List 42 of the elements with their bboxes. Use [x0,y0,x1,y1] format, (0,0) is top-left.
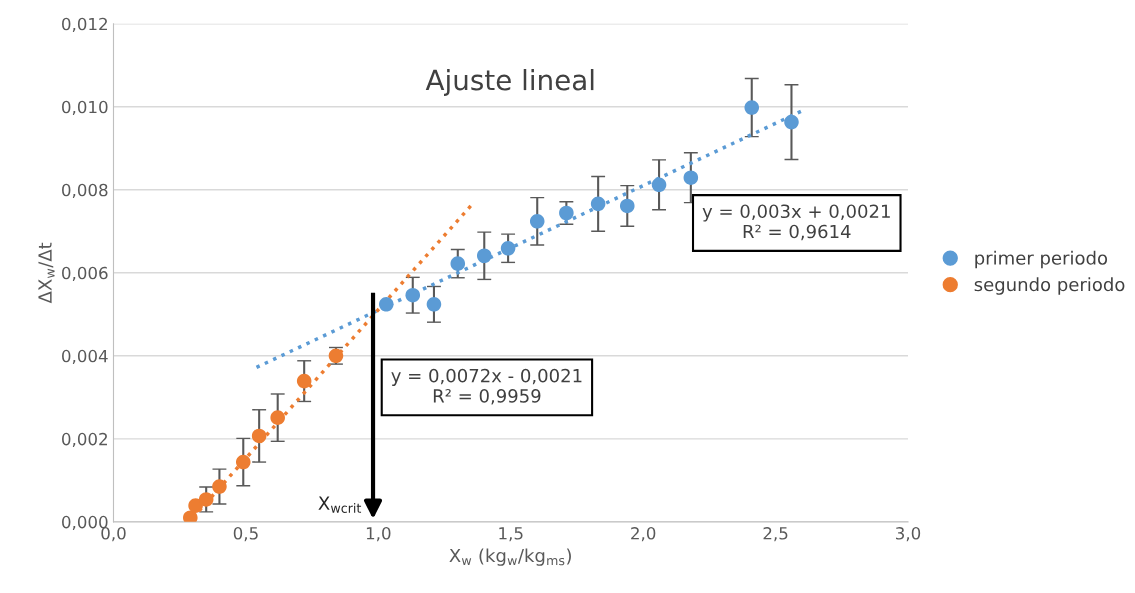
annotation: y = 0,0072x - 0,0021 R² = 0,9959 [391,368,582,405]
point [590,196,606,212]
x-axis-title: X$_{w}$ (kg$_{w}$/kg$_{ms}$) [449,548,571,566]
ref-line-label: X$_{wcrit}$ [318,496,362,513]
legend-label: segundo periodo [974,277,1125,295]
point [235,454,251,470]
x-tick-label: 1,5 [499,527,523,542]
point [212,479,227,494]
legend-label: primer periodo [975,250,1108,269]
point [405,287,421,303]
y-tick-label: 0,002 [62,432,107,448]
text: Ajuste lineal [425,69,594,96]
x-tick-label: 3,0 [896,527,921,542]
point [529,214,545,229]
point [426,297,442,312]
x-tick-label: 2,0 [631,527,656,542]
point [450,256,466,271]
point [651,177,667,193]
x-tick-label: 1,0 [366,527,391,542]
point [683,170,699,186]
y-tick-label: 0,008 [62,183,108,199]
point [476,248,492,264]
point [251,428,267,444]
point [198,492,214,507]
point [378,297,394,312]
point [296,373,312,389]
point [784,114,799,130]
point [619,198,635,214]
x-tick-label: 2,5 [763,527,788,542]
y-axis-title: ΔX$_{w}$/Δt [38,242,55,304]
y-tick-label: 0,010 [62,100,108,116]
y-tick-label: 0,004 [62,349,108,365]
annotation: y = 0,003x + 0,0021 R² = 0,9614 [702,204,890,241]
point [744,100,760,115]
y-tick-label: 0,006 [62,266,108,282]
point [188,498,203,513]
x-tick-label: 0,5 [233,527,258,542]
point [270,410,285,425]
point [500,241,516,256]
y-tick-label: 0,012 [62,17,107,32]
point [559,205,574,221]
point [183,510,198,522]
